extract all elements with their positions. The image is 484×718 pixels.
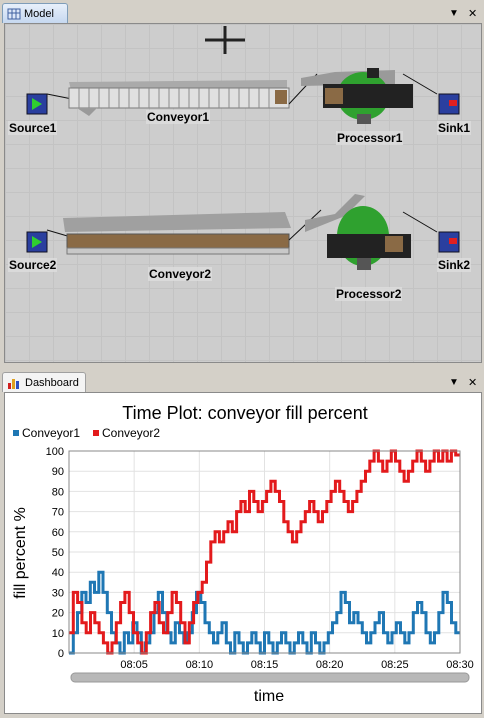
bar-chart-icon — [8, 378, 19, 389]
dashboard-menu-icon[interactable]: ▼ — [449, 377, 459, 388]
sink2-label: Sink2 — [437, 258, 472, 272]
y-tick-label: 0 — [58, 648, 64, 660]
y-tick-label: 10 — [52, 628, 64, 640]
x-tick-label: 08:30 — [446, 659, 474, 671]
connector-line — [402, 211, 438, 233]
connector-line — [402, 73, 438, 95]
source2-object[interactable] — [26, 231, 48, 253]
plot-area — [68, 450, 461, 654]
processor1-label: Processor1 — [336, 131, 404, 145]
x-tick-label: 08:10 — [186, 659, 214, 671]
y-tick-label: 60 — [52, 527, 64, 539]
conveyor2-label: Conveyor2 — [148, 267, 213, 281]
processor2-object[interactable] — [305, 194, 411, 270]
chart-title: Time Plot: conveyor fill percent — [122, 403, 367, 423]
time-plot-chart: Time Plot: conveyor fill percent Conveyo… — [12, 403, 474, 705]
y-tick-label: 80 — [52, 486, 64, 498]
model-close-icon[interactable]: ✕ — [468, 8, 478, 20]
x-tick-label: 08:05 — [120, 659, 148, 671]
legend-label-conveyor2: Conveyor2 — [102, 426, 160, 440]
dashboard-close-icon[interactable]: ✕ — [468, 377, 478, 389]
x-tick-label: 08:25 — [381, 659, 409, 671]
sink1-label: Sink1 — [437, 121, 472, 135]
crosshair-icon — [205, 26, 245, 54]
y-tick-label: 20 — [52, 608, 64, 620]
processor1-object[interactable] — [301, 68, 413, 124]
sink1-object[interactable] — [438, 93, 460, 115]
processor2-label: Processor2 — [335, 287, 403, 301]
tab-model-label: Model — [24, 7, 54, 20]
conveyor2-object[interactable] — [63, 212, 291, 255]
y-tick-label: 70 — [52, 507, 64, 519]
tab-dashboard[interactable]: Dashboard — [2, 372, 86, 392]
x-tick-label: 08:15 — [251, 659, 279, 671]
chart-legend: Conveyor1 Conveyor2 — [13, 426, 160, 440]
source2-label: Source2 — [8, 258, 58, 272]
dashboard-panel: Time Plot: conveyor fill percent Conveyo… — [4, 392, 482, 714]
conveyor1-object[interactable] — [68, 80, 290, 116]
tab-model[interactable]: Model — [2, 3, 68, 23]
time-scrollbar[interactable] — [70, 672, 470, 683]
sink2-object[interactable] — [438, 231, 460, 253]
y-tick-label: 50 — [52, 547, 64, 559]
legend-swatch-conveyor1 — [13, 430, 19, 436]
y-axis-label: fill percent % — [12, 507, 29, 599]
legend-label-conveyor1: Conveyor1 — [22, 426, 80, 440]
legend-swatch-conveyor2 — [93, 430, 99, 436]
x-axis-label: time — [254, 688, 284, 705]
model-menu-icon[interactable]: ▼ — [449, 8, 459, 19]
conveyor1-label: Conveyor1 — [146, 110, 211, 124]
tab-dashboard-label: Dashboard — [25, 376, 79, 389]
model-canvas[interactable]: Source1 Conveyor1 Processor1 Sink1 Sourc… — [4, 23, 482, 363]
model-scene — [26, 26, 460, 270]
y-tick-label: 100 — [46, 446, 64, 458]
y-tick-label: 30 — [52, 587, 64, 599]
source1-object[interactable] — [26, 93, 48, 115]
source1-label: Source1 — [8, 121, 58, 135]
x-tick-label: 08:20 — [316, 659, 344, 671]
grid-icon — [7, 8, 21, 19]
y-tick-label: 40 — [52, 567, 64, 579]
y-tick-label: 90 — [52, 466, 64, 478]
